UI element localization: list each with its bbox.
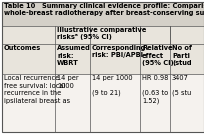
Text: No of
Parti
(stud: No of Parti (stud	[172, 45, 192, 66]
Text: HR 0.98

(0.63 to
1.52): HR 0.98 (0.63 to 1.52)	[142, 75, 168, 105]
Text: Outcomes: Outcomes	[4, 45, 41, 51]
Text: whole-breast radiotherapy after breast-conserving surgery: whole-breast radiotherapy after breast-c…	[4, 10, 204, 16]
Text: Illustrative comparative
risksᵃ (95% CI): Illustrative comparative risksᵃ (95% CI)	[57, 27, 146, 40]
Text: Table 10   Summary clinical evidence profile: Comparison 1.: Table 10 Summary clinical evidence profi…	[4, 3, 204, 9]
Text: Assumed
risk:
WBRT: Assumed risk: WBRT	[57, 45, 91, 66]
Text: Local recurrence
free survival: local
recurrence in the
ipsilateral breast as: Local recurrence free survival: local re…	[4, 75, 70, 103]
Bar	[2, 74, 204, 132]
Bar	[2, 26, 204, 74]
Text: 3407

(5 stu: 3407 (5 stu	[172, 75, 191, 96]
Text: 14 per
1000: 14 per 1000	[57, 75, 79, 88]
Text: Relative
effect
(95% CI): Relative effect (95% CI)	[142, 45, 174, 66]
Text: Corresponding
risk: PBI/APBI: Corresponding risk: PBI/APBI	[92, 45, 146, 59]
Bar	[2, 2, 204, 26]
Text: 14 per 1000

(9 to 21): 14 per 1000 (9 to 21)	[92, 75, 133, 96]
